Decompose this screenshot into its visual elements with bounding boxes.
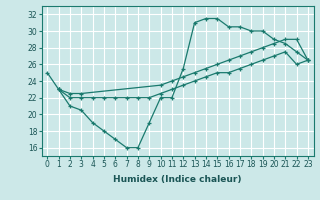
X-axis label: Humidex (Indice chaleur): Humidex (Indice chaleur)	[113, 175, 242, 184]
